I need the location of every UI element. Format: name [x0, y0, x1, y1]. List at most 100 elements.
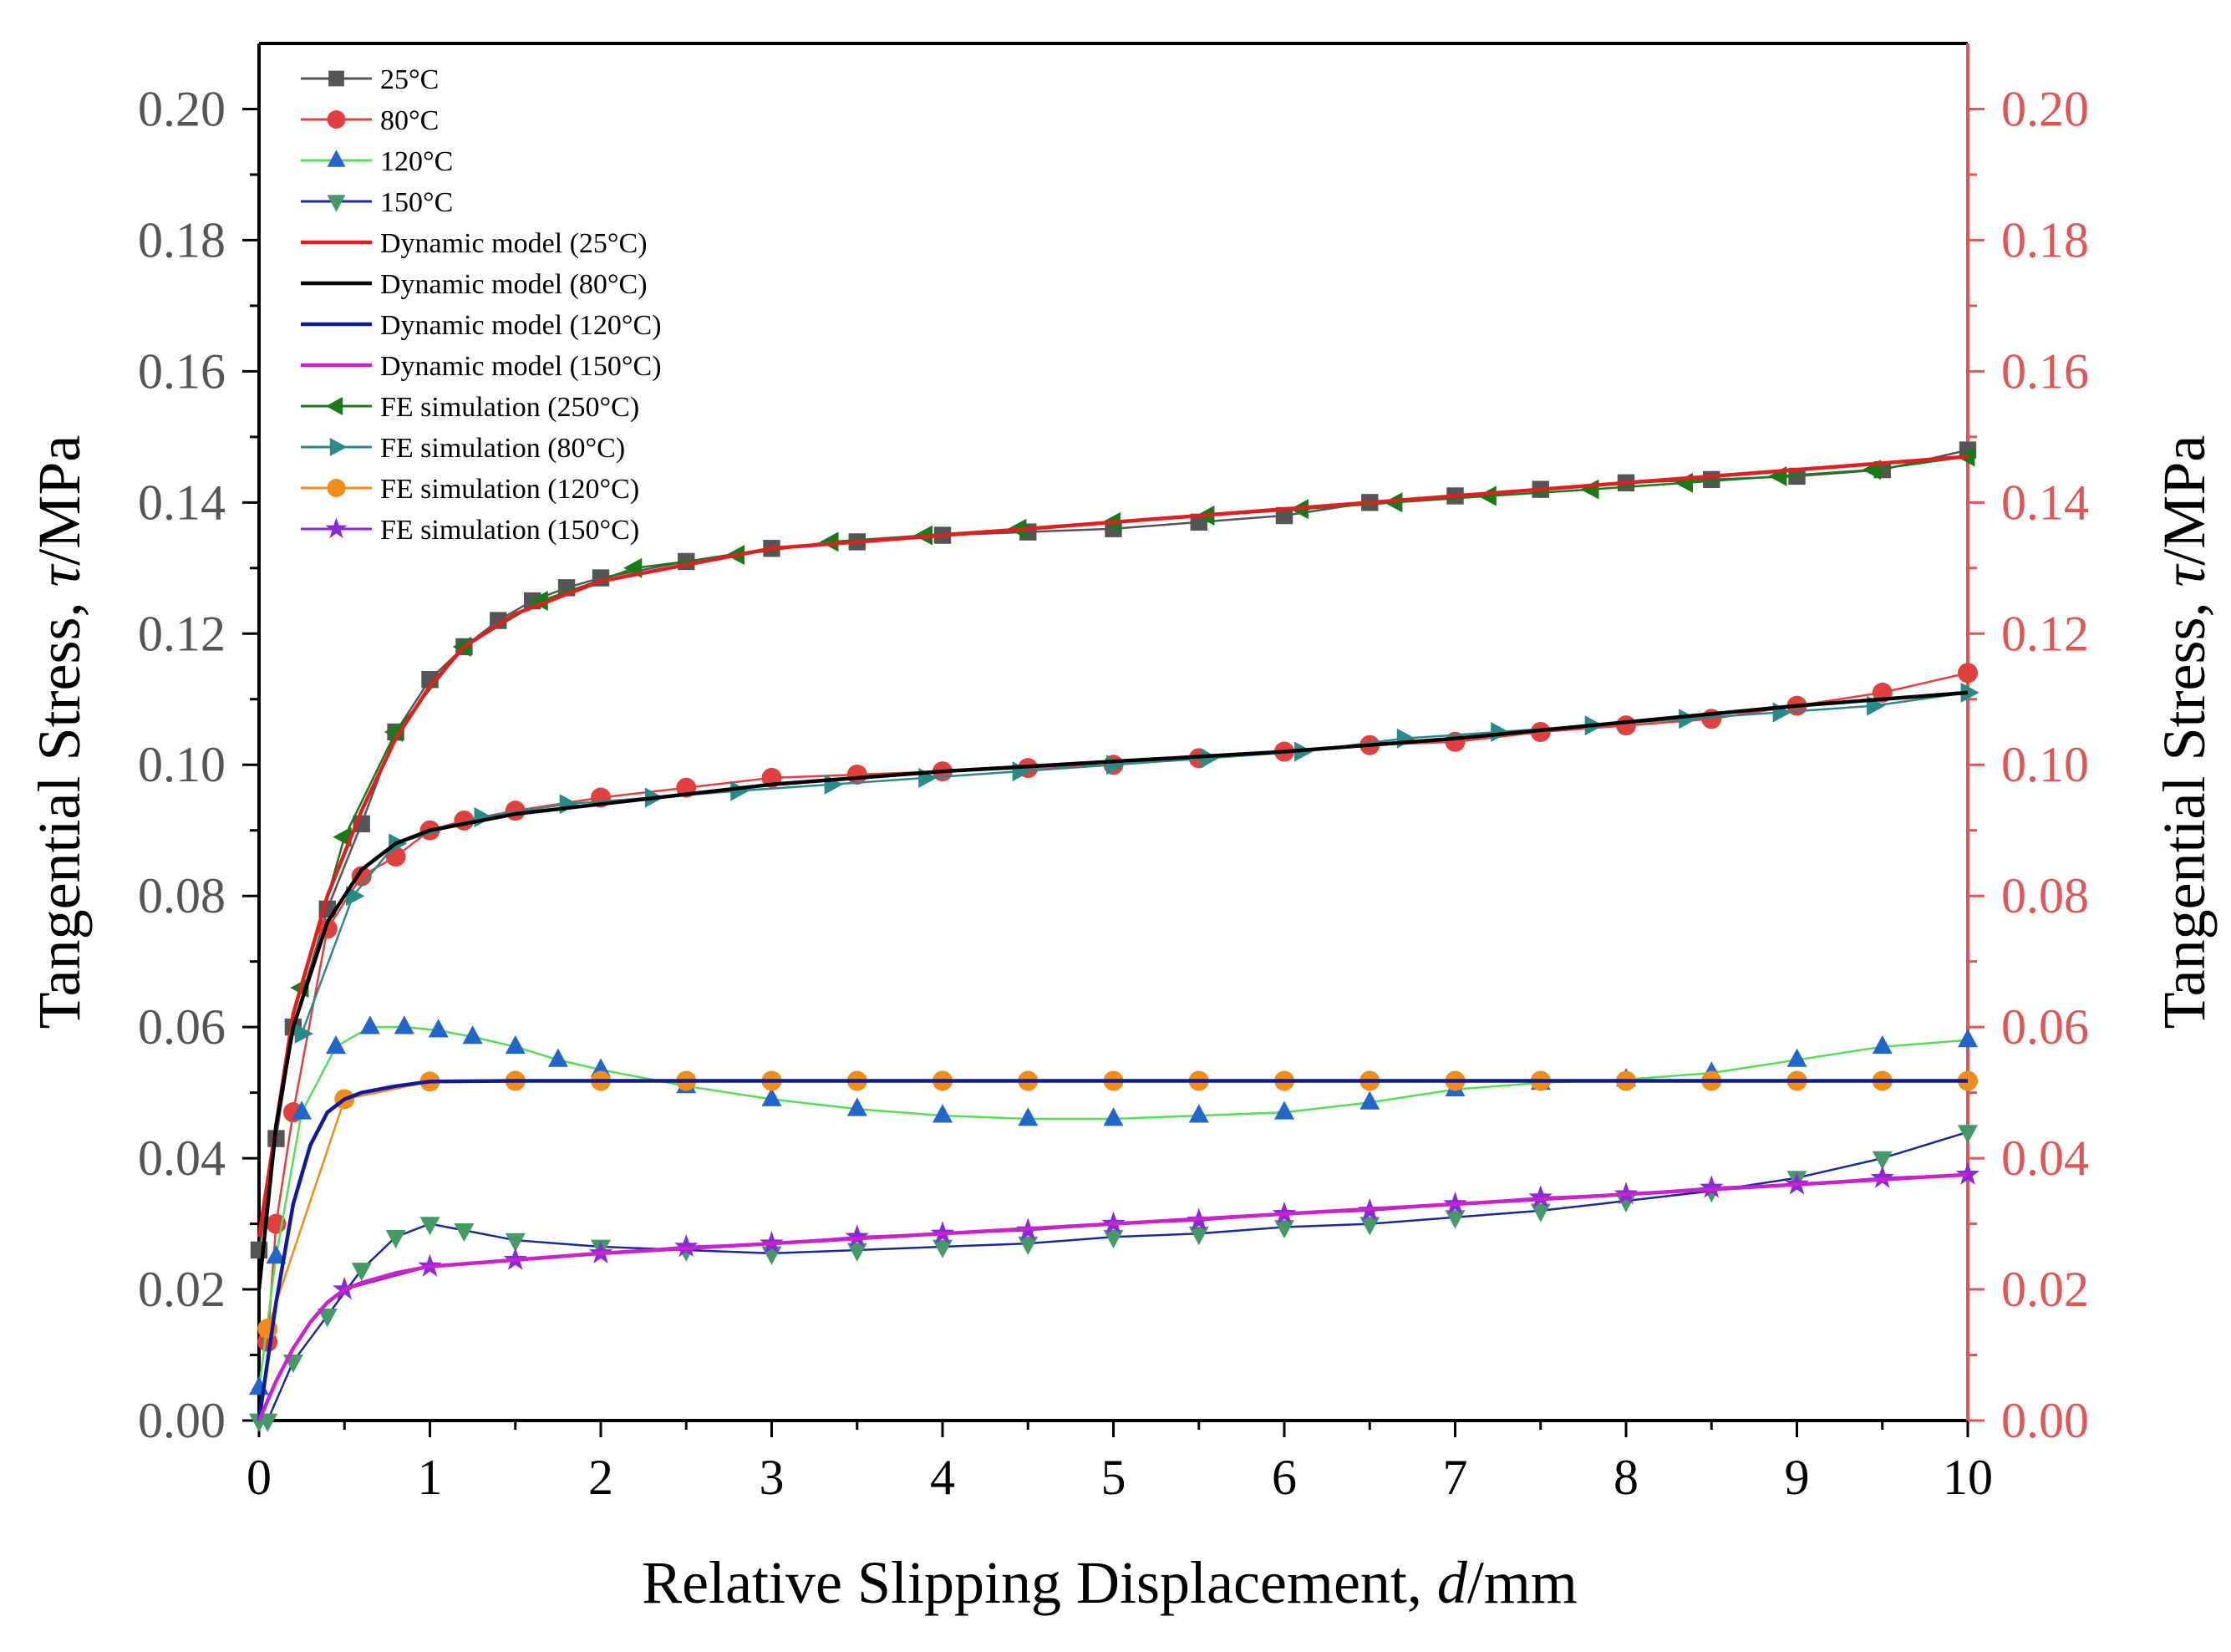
data-point: [761, 1246, 782, 1265]
data-point: [933, 1239, 953, 1258]
legend-item-fe-simulation-80c: FE simulation (80°C): [301, 433, 625, 464]
y-tick-label-left: 0.02: [138, 1262, 226, 1317]
data-point: [333, 826, 352, 847]
legend-item-80c: 80°C: [301, 105, 439, 136]
data-point: [1616, 715, 1636, 736]
legend-marker: [327, 195, 346, 212]
series-line: [257, 449, 1969, 1251]
series-fe-simulation-120c: [257, 1070, 1978, 1339]
legend-item-dynamic-model-80c: Dynamic model (80°C): [301, 269, 648, 300]
y-tick-label-left: 0.08: [138, 868, 226, 923]
legend-marker: [327, 150, 346, 167]
data-point: [505, 1233, 526, 1252]
data-point: [1200, 748, 1219, 769]
data-point: [326, 1034, 346, 1055]
data-point: [428, 1019, 449, 1038]
data-point: [1872, 1034, 1893, 1055]
series-line: [300, 691, 1969, 1034]
legend-label: Dynamic model (80°C): [380, 269, 648, 300]
legend-label: 150°C: [380, 187, 453, 218]
y-tick-label-right: 0.18: [2001, 212, 2089, 267]
series-line: [257, 1079, 1968, 1421]
data-point: [351, 1263, 372, 1282]
data-point: [257, 1413, 278, 1432]
series-dynamic-model-25c: [257, 455, 1969, 1238]
data-point: [674, 1234, 699, 1258]
data-point: [266, 1245, 287, 1264]
y-tick-label-left: 0.00: [138, 1393, 226, 1448]
y-axis-title-right: Tangential Stress, τ/MPa: [2151, 435, 2218, 1029]
y-tick-label-right: 0.12: [2001, 606, 2089, 661]
data-point: [1018, 1236, 1039, 1255]
legend-label: 25°C: [380, 64, 439, 95]
legend-label: 80°C: [380, 105, 439, 136]
y-tick-label-left: 0.10: [138, 737, 226, 792]
legend-label: Dynamic model (120°C): [380, 310, 662, 341]
x-tick-label: 2: [588, 1450, 613, 1505]
legend-marker: [325, 397, 343, 415]
y-tick-label-right: 0.10: [2001, 737, 2089, 792]
legend-item-fe-simulation-120c: FE simulation (120°C): [301, 474, 639, 505]
data-point: [1955, 1161, 1980, 1185]
legend-item-150c: 150°C: [301, 187, 453, 218]
data-point: [1700, 1175, 1724, 1198]
data-point: [730, 780, 750, 801]
y-tick-label-left: 0.06: [138, 999, 226, 1055]
legend-item-dynamic-model-150c: Dynamic model (150°C): [301, 351, 662, 382]
data-point: [1788, 467, 1806, 485]
legend-marker: [327, 110, 346, 129]
data-point: [559, 794, 578, 815]
legend-marker: [327, 479, 346, 497]
y-tick-label-right: 0.14: [2001, 475, 2089, 530]
series-dynamic-model-120c: [257, 1079, 1968, 1421]
series-25c: [250, 441, 1977, 1259]
data-point: [351, 866, 372, 887]
data-point: [1445, 1210, 1466, 1229]
x-tick-label: 3: [760, 1450, 785, 1505]
y-tick-label-right: 0.16: [2001, 343, 2089, 399]
data-point: [1359, 1090, 1380, 1110]
x-tick-label: 10: [1943, 1450, 1993, 1505]
series-line: [257, 455, 1969, 1238]
x-tick-label: 1: [418, 1450, 443, 1505]
data-point: [294, 1024, 313, 1044]
data-point: [462, 1025, 483, 1045]
data-point: [820, 531, 839, 552]
y-tick-label-right: 0.08: [2001, 868, 2089, 923]
y-tick-label-right: 0.04: [2001, 1131, 2089, 1186]
data-point: [346, 886, 365, 907]
data-point: [591, 1058, 611, 1077]
data-point: [1103, 1107, 1124, 1126]
series-150c: [249, 1125, 1978, 1432]
data-point: [1530, 1203, 1551, 1222]
y-tick-label-left: 0.14: [138, 475, 226, 530]
data-point: [1274, 1100, 1294, 1120]
axes-layer: 0 1 2 3 4 5 6 7 8 9 100.00 0.000.02 0.020.04 0.040.06…: [138, 42, 2089, 1505]
series-line: [259, 1131, 1969, 1422]
data-point: [1872, 1151, 1893, 1170]
legend-label: FE simulation (150°C): [380, 515, 639, 546]
data-point: [505, 1034, 526, 1055]
legend-marker: [329, 438, 348, 456]
data-point: [292, 1100, 313, 1120]
legend-marker: [325, 517, 348, 539]
data-point: [547, 1048, 568, 1067]
data-point: [846, 1243, 867, 1262]
data-point: [1679, 709, 1698, 729]
y-tick-label-right: 0.00: [2001, 1393, 2089, 1448]
data-point: [385, 1229, 406, 1249]
legend-label: FE simulation (80°C): [380, 433, 625, 464]
y-tick-label-left: 0.18: [138, 212, 226, 267]
y-tick-label-right: 0.02: [2001, 1262, 2089, 1317]
x-tick-label: 4: [930, 1450, 955, 1505]
data-point: [1958, 1029, 1978, 1048]
x-tick-label: 6: [1272, 1450, 1297, 1505]
data-point: [1359, 1217, 1380, 1236]
x-axis-title: Relative Slipping Displacement, d/mm: [642, 1549, 1578, 1616]
series-dynamic-model-80c: [257, 690, 1969, 1290]
series-line: [257, 690, 1969, 1290]
legend-marker: [328, 70, 344, 87]
data-point: [454, 1223, 475, 1243]
series-fe-simulation-150c: [333, 1161, 1980, 1300]
data-point: [1477, 485, 1497, 506]
